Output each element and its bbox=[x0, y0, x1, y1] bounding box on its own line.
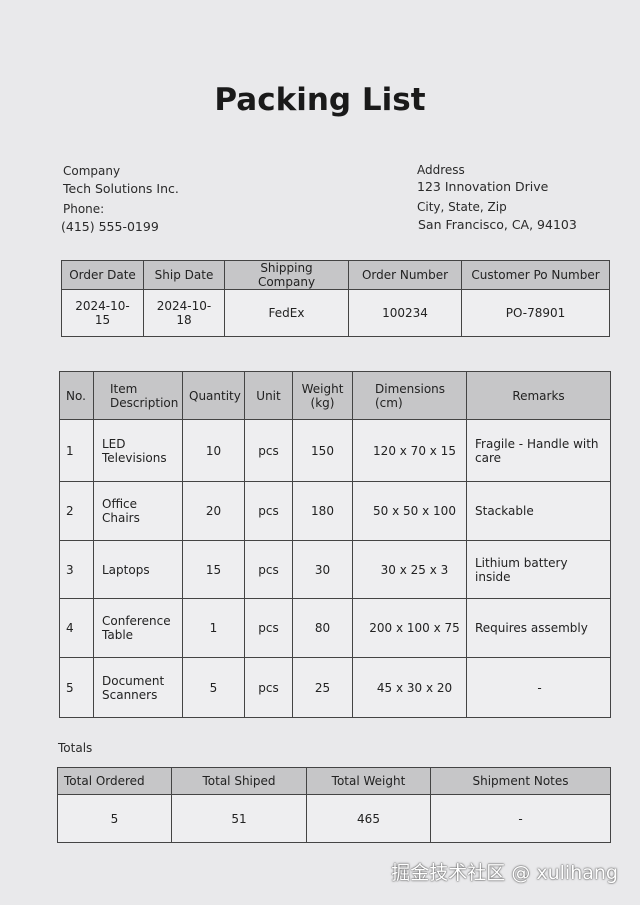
header-no: No. bbox=[59, 371, 94, 420]
header-shipment-notes: Shipment Notes bbox=[430, 767, 611, 795]
item-weight: 30 bbox=[292, 540, 353, 599]
header-total-ordered: Total Ordered bbox=[57, 767, 172, 795]
item-description: Document Scanners bbox=[93, 657, 183, 718]
item-no: 5 bbox=[59, 657, 94, 718]
item-quantity: 1 bbox=[182, 598, 245, 658]
header-quantity: Quantity bbox=[182, 371, 245, 420]
item-quantity: 10 bbox=[182, 419, 245, 482]
table-row: 1 LED Televisions 10 pcs 150 120 x 70 x 15 Fra… bbox=[59, 419, 611, 482]
item-weight: 150 bbox=[292, 419, 353, 482]
header-item-description: Item Description bbox=[93, 371, 183, 420]
phone-value: (415) 555-0199 bbox=[61, 219, 159, 234]
totals-value-row: 5 51 465 - bbox=[57, 794, 611, 843]
item-no: 4 bbox=[59, 598, 94, 658]
total-ordered: 5 bbox=[57, 794, 172, 843]
header-ship-date: Ship Date bbox=[143, 260, 225, 290]
item-dimensions: 120 x 70 x 15 bbox=[352, 419, 467, 482]
item-unit: pcs bbox=[244, 540, 293, 599]
item-quantity: 5 bbox=[182, 657, 245, 718]
header-weight: Weight (kg) bbox=[292, 371, 353, 420]
item-quantity: 15 bbox=[182, 540, 245, 599]
totals-label: Totals bbox=[58, 741, 93, 755]
city-value: San Francisco, CA, 94103 bbox=[418, 217, 577, 232]
item-remarks: Fragile - Handle with care bbox=[466, 419, 611, 482]
item-weight: 180 bbox=[292, 481, 353, 541]
customer-po: PO-78901 bbox=[461, 289, 610, 337]
item-remarks: Lithium battery inside bbox=[466, 540, 611, 599]
shipping-company: FedEx bbox=[224, 289, 349, 337]
address-street: 123 Innovation Drive bbox=[417, 179, 549, 194]
items-header-row: No. Item Description Quantity Unit Weigh… bbox=[59, 371, 611, 420]
shipment-notes: - bbox=[430, 794, 611, 843]
item-quantity: 20 bbox=[182, 481, 245, 541]
item-remarks: - bbox=[466, 657, 611, 718]
header-remarks: Remarks bbox=[466, 371, 611, 420]
phone-label: Phone: bbox=[63, 202, 105, 216]
table-row: 4 Conference Table 1 pcs 80 200 x 100 x 75 Req… bbox=[59, 598, 611, 658]
ship-date: 2024-10-18 bbox=[143, 289, 225, 337]
item-description: LED Televisions bbox=[93, 419, 183, 482]
item-remarks: Requires assembly bbox=[466, 598, 611, 658]
item-dimensions: 45 x 30 x 20 bbox=[352, 657, 467, 718]
item-remarks: Stackable bbox=[466, 481, 611, 541]
item-description: Office Chairs bbox=[93, 481, 183, 541]
total-weight: 465 bbox=[306, 794, 431, 843]
header-order-date: Order Date bbox=[61, 260, 144, 290]
table-row: 3 Laptops 15 pcs 30 30 x 25 x 3 Lithium batter… bbox=[59, 540, 611, 599]
header-order-number: Order Number bbox=[348, 260, 462, 290]
item-weight: 80 bbox=[292, 598, 353, 658]
table-row: 2 Office Chairs 20 pcs 180 50 x 50 x 100 Stack… bbox=[59, 481, 611, 541]
item-dimensions: 200 x 100 x 75 bbox=[352, 598, 467, 658]
city-label: City, State, Zip bbox=[417, 200, 507, 214]
item-weight: 25 bbox=[292, 657, 353, 718]
header-total-weight: Total Weight bbox=[306, 767, 431, 795]
order-header-row: Order Date Ship Date Shipping Company Or… bbox=[61, 260, 610, 290]
totals-table: Total Ordered Total Shiped Total Weight … bbox=[57, 767, 611, 843]
watermark: 掘金技术社区 @ xulihang bbox=[391, 862, 618, 884]
header-dimensions: Dimensions (cm) bbox=[352, 371, 467, 420]
totals-header-row: Total Ordered Total Shiped Total Weight … bbox=[57, 767, 611, 795]
item-unit: pcs bbox=[244, 657, 293, 718]
item-description: Conference Table bbox=[93, 598, 183, 658]
total-shipped: 51 bbox=[171, 794, 307, 843]
order-table: Order Date Ship Date Shipping Company Or… bbox=[61, 260, 610, 337]
item-dimensions: 50 x 50 x 100 bbox=[352, 481, 467, 541]
company-label: Company bbox=[63, 164, 121, 178]
order-number: 100234 bbox=[348, 289, 462, 337]
item-unit: pcs bbox=[244, 419, 293, 482]
order-value-row: 2024-10-15 2024-10-18 FedEx 100234 PO-78… bbox=[61, 289, 610, 337]
item-no: 2 bbox=[59, 481, 94, 541]
items-table: No. Item Description Quantity Unit Weigh… bbox=[59, 371, 611, 718]
order-date: 2024-10-15 bbox=[61, 289, 144, 337]
item-unit: pcs bbox=[244, 598, 293, 658]
page-title: Packing List bbox=[214, 82, 426, 118]
item-description: Laptops bbox=[93, 540, 183, 599]
header-total-shipped: Total Shiped bbox=[171, 767, 307, 795]
header-unit: Unit bbox=[244, 371, 293, 420]
item-no: 1 bbox=[59, 419, 94, 482]
item-no: 3 bbox=[59, 540, 94, 599]
header-shipping-company: Shipping Company bbox=[224, 260, 349, 290]
company-name: Tech Solutions Inc. bbox=[63, 181, 179, 196]
address-label: Address bbox=[417, 163, 465, 177]
header-customer-po: Customer Po Number bbox=[461, 260, 610, 290]
table-row: 5 Document Scanners 5 pcs 25 45 x 30 x 20- bbox=[59, 657, 611, 718]
item-unit: pcs bbox=[244, 481, 293, 541]
item-dimensions: 30 x 25 x 3 bbox=[352, 540, 467, 599]
